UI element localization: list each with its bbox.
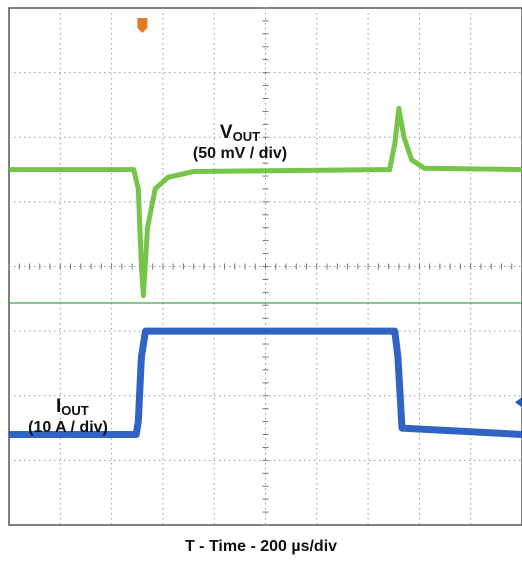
traces	[9, 105, 522, 438]
vout-label: VOUT (50 mV / div)	[170, 122, 310, 163]
markers	[137, 18, 522, 408]
iout-label: IOUT (10 A / div)	[8, 396, 128, 437]
trace-iout	[9, 327, 522, 438]
vout-name: VOUT	[219, 122, 261, 144]
grid	[8, 7, 522, 526]
trace-vout	[9, 105, 522, 299]
vout-scale: (50 mV / div)	[192, 144, 288, 162]
iout-name: IOUT	[56, 396, 89, 418]
iout-scale: (10 A / div)	[28, 418, 108, 436]
channel-offset-arrow-icon	[515, 397, 522, 408]
trigger-marker-icon	[137, 18, 148, 33]
x-axis-title: T - Time - 200 µs/div	[184, 538, 338, 555]
oscilloscope-plot	[8, 7, 522, 526]
